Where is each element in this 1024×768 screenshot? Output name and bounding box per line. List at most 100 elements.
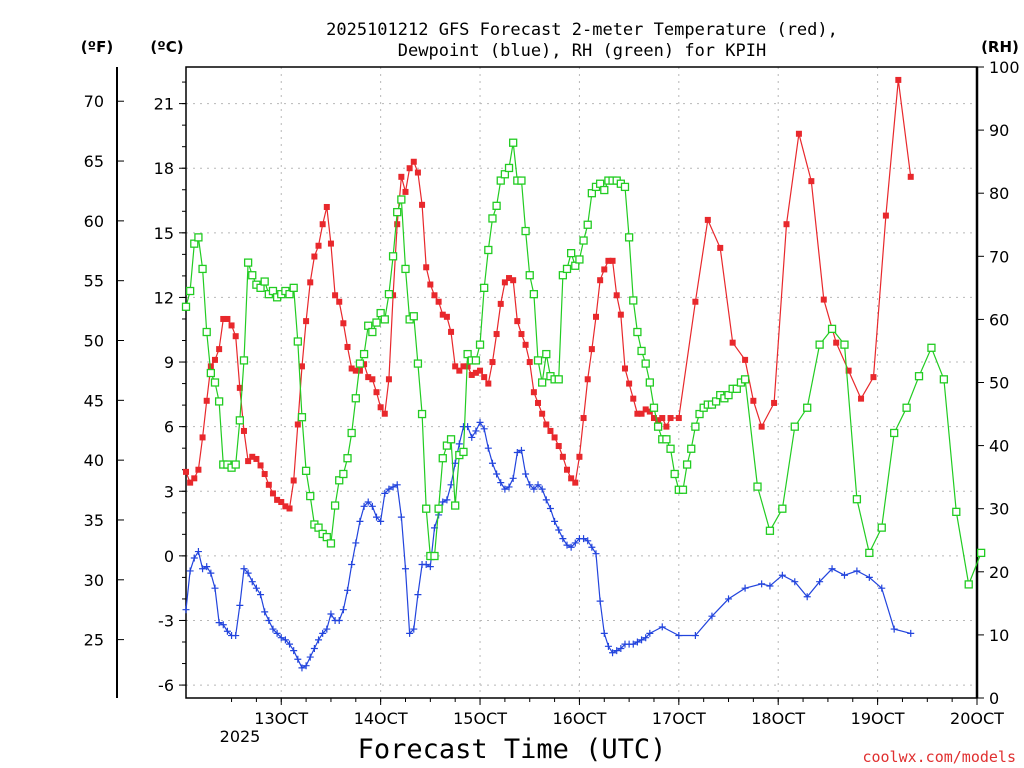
dewpoint-data-point <box>215 619 223 627</box>
dewpoint-data-point <box>377 517 385 525</box>
temperature-data-point <box>348 365 355 372</box>
dewpoint-data-point <box>638 636 646 644</box>
temperature-data-point <box>547 427 554 434</box>
rh-data-point <box>326 539 336 548</box>
dewpoint-data-point <box>596 597 604 605</box>
temperature-data-point <box>423 264 430 271</box>
celsius-tick-label: 6 <box>164 418 174 437</box>
celsius-tick-label: 9 <box>164 353 174 372</box>
rh-data-point <box>343 454 352 463</box>
temperature-data-point <box>584 376 591 383</box>
dewpoint-data-point <box>236 601 244 609</box>
dewpoint-data-point <box>853 567 861 575</box>
temperature-data-point <box>539 410 546 417</box>
temperature-data-point <box>448 328 455 335</box>
dewpoint-data-point <box>364 498 372 506</box>
temperature-data-point <box>336 298 343 305</box>
rh-data-point <box>914 372 924 381</box>
rh-data-point <box>517 176 526 185</box>
rh-data-point <box>641 359 650 368</box>
fahrenheit-tick-label: 65 <box>84 152 104 171</box>
temperature-data-point <box>514 318 521 325</box>
rh-unit-label: (RH) <box>981 38 1019 56</box>
dewpoint-data-point <box>778 571 786 579</box>
temperature-data-point <box>663 423 670 430</box>
temperature-data-point <box>750 397 757 404</box>
dewpoint-data-point <box>840 571 848 579</box>
dewpoint-data-point <box>368 502 376 510</box>
temperature-data-point <box>245 458 252 465</box>
series-layer <box>181 76 986 672</box>
temperature-data-point <box>249 453 256 460</box>
rh-data-point <box>753 482 762 491</box>
dewpoint-data-point <box>455 440 463 448</box>
rh-data-point <box>778 504 787 513</box>
dewpoint-data-point <box>211 584 219 592</box>
dewpoint-data-point <box>439 498 447 506</box>
dewpoint-data-point <box>522 470 530 478</box>
dewpoint-data-point <box>286 640 294 648</box>
rh-tick-label: 60 <box>989 310 1009 329</box>
fahrenheit-tick-label: 50 <box>84 332 104 351</box>
dewpoint-data-point <box>758 580 766 588</box>
dewpoint-data-point <box>563 541 571 549</box>
dewpoint-data-point <box>290 647 298 655</box>
dewpoint-data-point <box>323 625 331 633</box>
dewpoint-data-point <box>182 606 190 614</box>
rh-tick-label: 80 <box>989 184 1009 203</box>
temperature-data-point <box>597 277 604 284</box>
rh-data-point <box>393 207 402 217</box>
temperature-data-point <box>630 395 637 402</box>
temperature-data-point <box>564 466 571 473</box>
dewpoint-data-point <box>252 584 260 592</box>
dewpoint-data-point <box>335 616 343 624</box>
temperature-data-point <box>522 341 529 348</box>
dewpoint-data-point <box>385 485 393 493</box>
dewpoint-data-point <box>426 563 434 571</box>
temperature-data-point <box>742 356 749 363</box>
rh-data-point <box>976 548 986 558</box>
temperature-data-point <box>634 410 641 417</box>
dewpoint-data-point <box>592 550 600 558</box>
dewpoint-data-point <box>484 444 492 452</box>
rh-data-point <box>380 315 389 324</box>
dewpoint-data-point <box>588 543 596 551</box>
x-tick-label: 15OCT <box>453 709 507 728</box>
dewpoint-data-point <box>381 489 389 497</box>
rh-tick-label: 40 <box>989 437 1009 456</box>
rh-data-point <box>330 501 340 510</box>
temperature-data-point <box>638 410 645 417</box>
dewpoint-data-point <box>248 578 256 586</box>
rh-data-point <box>185 286 195 296</box>
temperature-data-point <box>344 343 351 350</box>
temperature-data-point <box>882 212 889 219</box>
fahrenheit-tick-label: 40 <box>84 451 104 470</box>
rh-data-point <box>877 523 886 532</box>
celsius-tick-label: 0 <box>164 547 174 566</box>
temperature-data-point <box>294 421 301 428</box>
temperature-data-point <box>385 376 392 383</box>
rh-data-point <box>645 378 654 387</box>
rh-data-point <box>339 469 348 479</box>
rh-data-point <box>181 302 191 311</box>
dewpoint-data-point <box>526 481 534 489</box>
dewpoint-data-point <box>476 418 484 426</box>
rh-data-point <box>372 318 381 327</box>
temperature-data-point <box>845 367 852 374</box>
x-tick-label: 19OCT <box>851 709 905 728</box>
temperature-data-point <box>315 242 322 249</box>
rh-data-point <box>417 409 427 419</box>
rh-data-point <box>529 290 539 299</box>
rh-data-point <box>620 182 630 192</box>
temperature-data-point <box>605 257 612 264</box>
dewpoint-data-point <box>501 485 509 493</box>
dewpoint-data-point <box>244 569 252 577</box>
dewpoint-data-point <box>203 563 211 571</box>
rh-data-point <box>388 252 398 261</box>
dewpoint-data-point <box>600 629 608 637</box>
temperature-data-point <box>199 434 206 441</box>
temperature-data-point <box>352 367 359 374</box>
dewpoint-data-point <box>389 483 397 491</box>
temperature-data-point <box>626 380 633 387</box>
